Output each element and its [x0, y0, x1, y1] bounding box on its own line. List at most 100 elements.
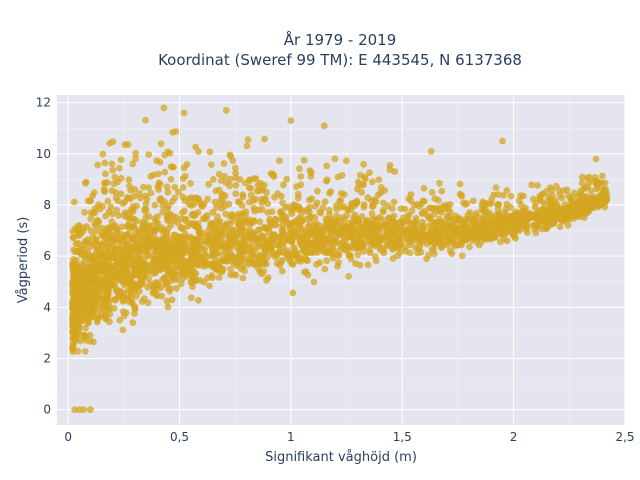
data-point: [576, 208, 584, 216]
data-point: [323, 162, 330, 170]
data-point: [442, 205, 450, 213]
data-point: [536, 192, 544, 200]
data-point: [115, 212, 122, 219]
data-point: [344, 234, 351, 241]
data-point: [163, 297, 171, 305]
data-point: [423, 240, 431, 248]
data-point: [255, 265, 262, 272]
data-point: [139, 222, 147, 230]
data-point: [582, 194, 589, 201]
data-point: [492, 184, 500, 192]
data-point: [321, 198, 329, 206]
data-point: [71, 248, 79, 256]
data-point: [326, 247, 334, 254]
data-point: [125, 176, 133, 184]
data-point: [86, 268, 93, 275]
data-point: [514, 220, 522, 228]
data-point: [157, 195, 165, 202]
data-point: [201, 213, 209, 221]
data-point: [115, 164, 123, 172]
data-point: [264, 274, 272, 281]
data-point: [478, 217, 486, 225]
data-point: [73, 295, 81, 303]
data-point: [183, 241, 191, 248]
data-point: [146, 267, 153, 275]
data-point: [354, 251, 362, 259]
data-point: [165, 202, 172, 210]
data-point: [92, 228, 100, 235]
data-point: [96, 312, 104, 320]
data-point: [163, 183, 171, 191]
data-point: [333, 205, 341, 213]
data-point: [251, 207, 259, 215]
data-point: [345, 252, 353, 259]
data-point: [228, 227, 236, 234]
data-point: [500, 192, 507, 199]
data-point: [206, 148, 214, 156]
data-point: [232, 169, 240, 177]
data-point: [522, 223, 530, 231]
data-point: [201, 245, 209, 253]
data-point: [593, 196, 601, 204]
data-point: [374, 191, 382, 199]
data-point: [308, 195, 316, 203]
data-point: [69, 342, 77, 350]
data-point: [319, 241, 327, 249]
y-tick-label: 4: [43, 300, 51, 314]
data-point: [536, 207, 544, 215]
data-point: [184, 222, 191, 230]
data-point: [450, 229, 458, 237]
data-point: [370, 232, 378, 240]
data-point: [344, 206, 352, 213]
data-point: [77, 309, 84, 317]
data-point: [428, 246, 436, 253]
x-axis-ticks: 0 0,5 1 1,5 2 2,5: [64, 430, 634, 444]
data-point: [245, 184, 253, 192]
data-point: [94, 218, 101, 226]
data-point: [109, 223, 117, 231]
data-point: [380, 249, 388, 257]
data-point: [206, 225, 213, 233]
data-point: [133, 266, 141, 274]
data-point: [86, 337, 94, 345]
data-point: [307, 169, 315, 176]
data-point: [129, 205, 137, 213]
data-point: [158, 292, 166, 300]
data-point: [94, 260, 101, 268]
data-point: [106, 265, 113, 273]
data-point: [356, 261, 364, 269]
data-point: [427, 228, 435, 235]
data-point: [329, 254, 337, 262]
data-point: [202, 252, 210, 260]
data-point: [376, 237, 384, 245]
data-point: [154, 219, 162, 227]
data-point: [520, 192, 527, 200]
data-point: [229, 157, 237, 165]
data-point: [164, 238, 172, 246]
data-point: [156, 180, 164, 188]
data-point: [126, 195, 134, 203]
data-point: [108, 160, 116, 168]
data-point: [571, 189, 578, 197]
data-point: [217, 201, 225, 209]
data-point: [316, 208, 324, 216]
data-point: [236, 176, 244, 183]
data-point: [503, 187, 511, 194]
data-point: [116, 316, 124, 324]
data-point: [136, 281, 144, 289]
data-point: [603, 194, 611, 201]
data-point: [429, 222, 437, 229]
data-point: [577, 190, 585, 198]
x-tick-label: 1,5: [393, 430, 412, 444]
data-point: [412, 230, 420, 238]
data-point: [158, 224, 166, 231]
data-point: [556, 223, 564, 231]
data-point: [131, 310, 138, 317]
data-point: [220, 160, 228, 167]
data-point: [249, 251, 257, 258]
data-point: [245, 198, 253, 206]
data-point: [578, 173, 586, 181]
data-point: [222, 106, 230, 114]
data-point: [556, 191, 564, 199]
data-point: [226, 175, 234, 183]
